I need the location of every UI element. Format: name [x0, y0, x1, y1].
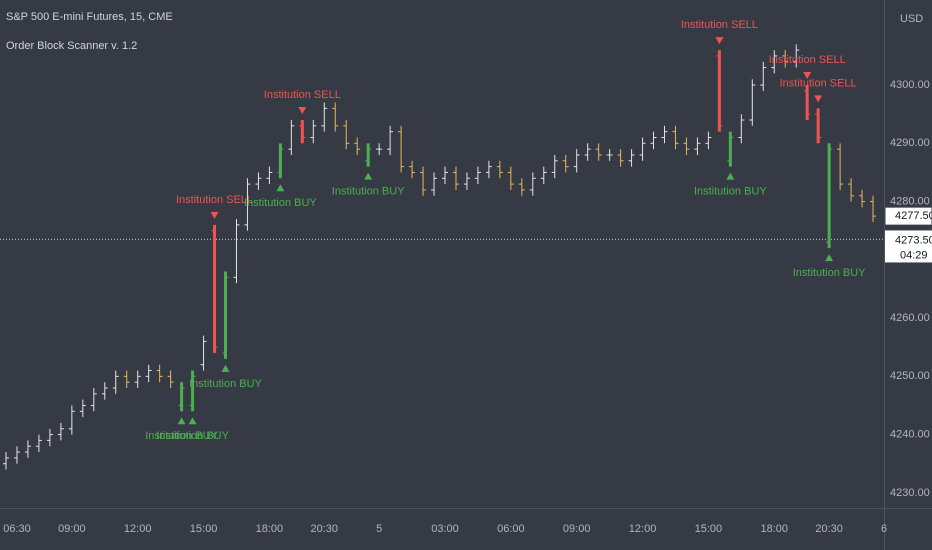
- sell-label: Institution SELL: [264, 89, 341, 101]
- y-tick-label: 4230.00: [890, 487, 930, 499]
- sell-label: Institution SELL: [176, 194, 253, 206]
- buy-label: Institution BUY: [156, 430, 229, 442]
- sell-label: Institution SELL: [681, 19, 758, 31]
- buy-label: Institution BUY: [793, 267, 866, 279]
- x-tick-label: 03:00: [431, 523, 459, 535]
- sell-label: Institution SELL: [780, 77, 857, 89]
- buy-arrow: [177, 417, 186, 425]
- currency: USD: [900, 13, 923, 25]
- countdown: 04:29: [900, 249, 928, 261]
- x-tick-label: 09:00: [563, 523, 591, 535]
- y-tick-label: 4290.00: [890, 137, 930, 149]
- x-tick-label: 20:30: [311, 523, 339, 535]
- x-tick-label: 18:00: [760, 523, 788, 535]
- price-line-label: 4273.50: [895, 234, 932, 246]
- sell-arrow: [210, 211, 219, 219]
- buy-label: Institution BUY: [244, 197, 317, 209]
- sell-arrow: [803, 72, 812, 80]
- x-tick-label: 6: [881, 523, 887, 535]
- x-tick-label: 09:00: [58, 523, 86, 535]
- y-tick-label: 4280.00: [890, 195, 930, 207]
- x-tick-label: 5: [376, 523, 382, 535]
- chart-title: S&P 500 E-mini Futures, 15, CME: [6, 11, 173, 23]
- price-line-box: [885, 230, 932, 263]
- sell-label: Institution SELL: [769, 54, 846, 66]
- buy-arrow: [825, 254, 834, 262]
- y-tick-label: 4260.00: [890, 312, 930, 324]
- buy-arrow: [726, 172, 735, 180]
- indicator-name: Order Block Scanner v. 1.2: [6, 40, 137, 52]
- y-tick-label: 4240.00: [890, 429, 930, 441]
- last-price-box: [884, 206, 932, 226]
- y-tick-label: 4250.00: [890, 370, 930, 382]
- x-tick-label: 15:00: [190, 523, 218, 535]
- buy-arrow: [364, 172, 373, 180]
- y-tick-label: 4300.00: [890, 79, 930, 91]
- x-tick-label: 18:00: [256, 523, 284, 535]
- sell-arrow: [715, 37, 724, 45]
- x-tick-label: 20:30: [815, 523, 843, 535]
- buy-arrow: [221, 364, 230, 372]
- buy-label: Institution BUY: [189, 378, 262, 390]
- buy-label: Institution BUY: [145, 430, 218, 442]
- x-tick-label: 12:00: [124, 523, 152, 535]
- x-tick-label: 15:00: [695, 523, 723, 535]
- buy-arrow: [276, 184, 285, 192]
- sell-arrow: [298, 107, 307, 115]
- buy-label: Institution BUY: [694, 186, 767, 198]
- x-tick-label: 06:30: [3, 523, 31, 535]
- x-tick-label: 12:00: [629, 523, 657, 535]
- x-tick-label: 06:00: [497, 523, 525, 535]
- buy-arrow: [188, 417, 197, 425]
- last-price-label: 4277.50: [895, 210, 932, 222]
- buy-label: Institution BUY: [332, 186, 405, 198]
- sell-arrow: [814, 95, 823, 103]
